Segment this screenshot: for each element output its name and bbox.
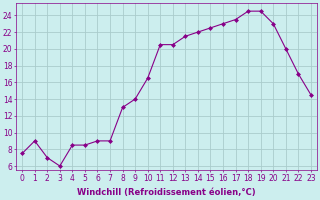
X-axis label: Windchill (Refroidissement éolien,°C): Windchill (Refroidissement éolien,°C) — [77, 188, 256, 197]
